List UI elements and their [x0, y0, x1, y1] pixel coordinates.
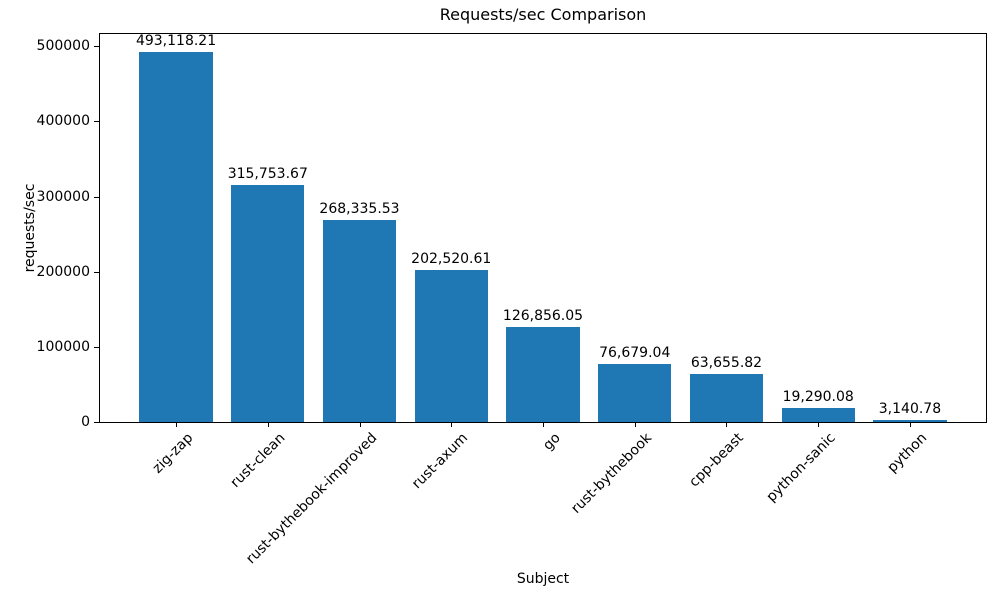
y-tick-label: 400000 [36, 113, 90, 130]
x-tick-label: zig-zap [149, 430, 197, 477]
bar [598, 364, 672, 422]
y-tick-mark [94, 346, 99, 348]
y-tick-mark [94, 121, 99, 123]
bar-value-label: 63,655.82 [690, 355, 763, 372]
bar-value-label: 19,290.08 [782, 388, 854, 405]
y-tick-label: 0 [81, 414, 90, 430]
bar-value-label: 3,140.78 [878, 400, 942, 417]
bar-value-label: 493,118.21 [135, 32, 217, 49]
x-tick-label: python-sanic [763, 430, 839, 506]
x-tick-mark [818, 423, 820, 427]
x-tick-mark [543, 423, 544, 427]
x-tick-mark [451, 423, 453, 427]
y-tick-mark [94, 271, 99, 273]
x-tick-mark [634, 423, 636, 427]
x-tick-label: rust-bythebook [568, 430, 656, 517]
bar [873, 419, 947, 422]
x-tick-mark [909, 423, 911, 427]
bar-value-label: 202,520.61 [411, 250, 492, 267]
x-tick-mark [176, 423, 178, 427]
plot-area [99, 33, 987, 423]
x-tick-label: go [539, 430, 564, 454]
chart-title: Requests/sec Comparison [439, 5, 647, 24]
bar [414, 269, 488, 422]
y-tick-label: 100000 [36, 338, 90, 355]
y-tick-mark [94, 196, 99, 198]
bar [781, 407, 855, 422]
x-axis-label: Subject [516, 571, 570, 587]
y-tick-mark [94, 46, 99, 48]
x-tick-mark [267, 423, 269, 427]
bar [231, 184, 305, 422]
y-tick-label: 500000 [36, 38, 90, 55]
y-tick-label: 300000 [36, 188, 90, 205]
x-tick-mark [359, 423, 361, 427]
y-axis-label: requests/sec [22, 183, 38, 273]
bar [322, 220, 397, 422]
bar-value-label: 126,856.05 [502, 307, 584, 324]
y-tick-mark [94, 422, 99, 423]
x-tick-label: python [884, 430, 931, 476]
x-tick-label: rust-clean [227, 430, 289, 491]
x-tick-label: cpp-beast [686, 430, 747, 491]
bar-value-label: 315,753.67 [227, 165, 308, 182]
bar [139, 51, 213, 422]
y-tick-label: 200000 [36, 263, 90, 280]
x-tick-mark [726, 423, 728, 427]
bar [506, 326, 580, 422]
x-tick-label: rust-axum [409, 430, 472, 493]
bar-value-label: 268,335.53 [319, 201, 400, 218]
bar-value-label: 76,679.04 [599, 345, 671, 362]
bar [689, 374, 764, 422]
